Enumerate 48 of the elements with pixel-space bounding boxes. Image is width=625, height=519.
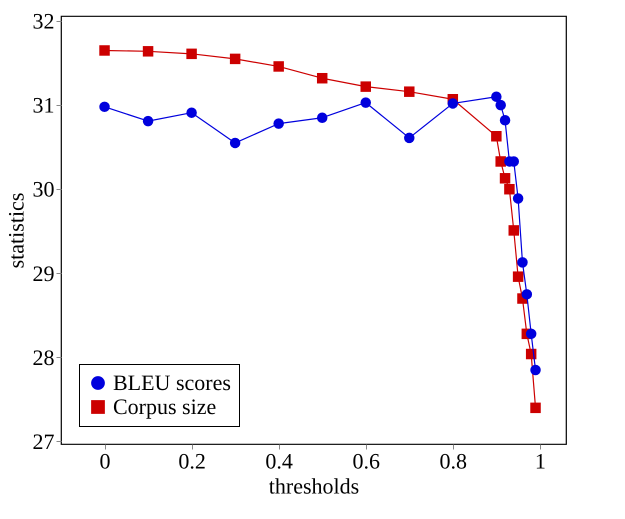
point — [404, 132, 415, 144]
point — [512, 193, 524, 204]
y-tick-label: 32 — [32, 8, 54, 34]
x-tick-label: 1 — [534, 448, 546, 474]
point — [230, 54, 240, 64]
point — [186, 48, 197, 60]
legend-label: Corpus size — [113, 394, 216, 419]
point — [504, 184, 515, 194]
point — [500, 173, 510, 184]
x-tick-label: 0.2 — [178, 448, 206, 474]
y-axis-title: statistics — [4, 192, 28, 268]
y-tick-label: 29 — [32, 260, 54, 286]
point — [99, 45, 110, 56]
point — [316, 112, 328, 123]
point — [495, 156, 506, 167]
legend-label: BLEU scores — [113, 370, 231, 395]
y-tick-label: 28 — [32, 344, 54, 370]
point — [522, 289, 532, 300]
point — [142, 116, 154, 126]
x-tick-label: 0 — [100, 448, 111, 474]
point — [526, 328, 536, 340]
point — [360, 81, 371, 92]
point — [500, 115, 510, 126]
point — [273, 118, 284, 129]
x-tick-label: 0.8 — [440, 448, 468, 474]
point — [508, 225, 520, 236]
y-tick-label: 30 — [32, 176, 54, 202]
y-tick-label: 31 — [32, 92, 54, 118]
point — [448, 98, 458, 109]
point — [273, 61, 284, 72]
point — [495, 100, 506, 110]
point — [230, 138, 240, 148]
point — [142, 46, 154, 57]
point — [530, 364, 541, 376]
x-tick-label: 0.4 — [265, 448, 293, 474]
x-tick-label: 0.6 — [352, 448, 380, 474]
point — [404, 86, 415, 97]
point — [99, 102, 110, 112]
point — [186, 107, 197, 118]
x-axis-title: thresholds — [268, 474, 360, 498]
point — [316, 72, 328, 84]
point — [517, 257, 528, 268]
point — [491, 91, 502, 102]
point — [530, 402, 541, 414]
y-tick-label: 27 — [32, 428, 54, 454]
point — [491, 131, 502, 142]
point — [512, 271, 524, 282]
point — [360, 97, 371, 108]
